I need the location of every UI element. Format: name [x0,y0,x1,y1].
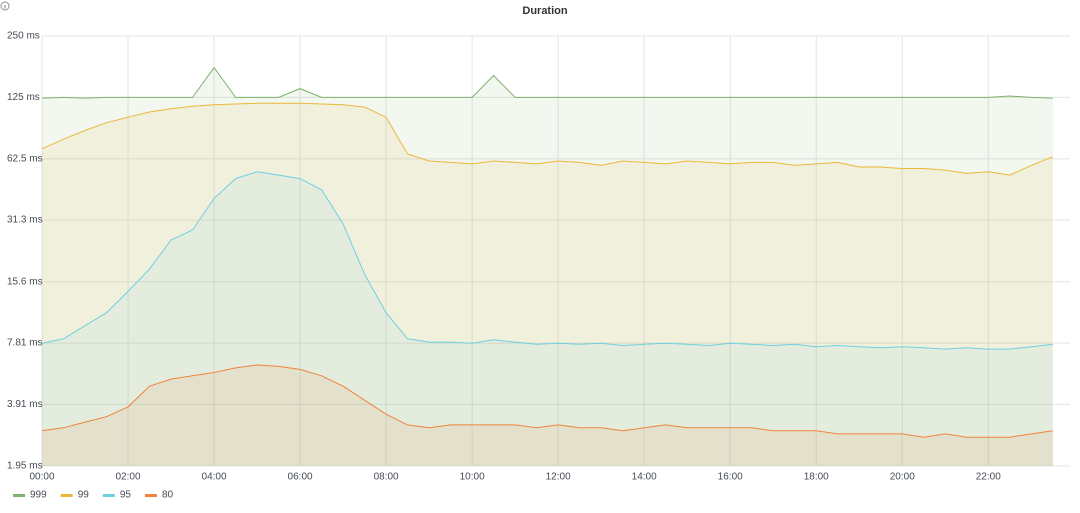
legend-swatch [13,494,25,497]
x-tick-label: 20:00 [890,472,915,483]
x-tick-label: 02:00 [116,472,141,483]
legend-label: 99 [78,490,90,501]
y-tick-label: 15.6 ms [7,276,43,287]
y-tick-label: 125 ms [7,92,40,103]
x-tick-label: 04:00 [202,472,227,483]
legend-item[interactable]: 80 [144,490,174,501]
plot [41,66,1053,467]
x-tick-label: 18:00 [804,472,829,483]
y-tick-label: 250 ms [7,31,40,42]
legend-swatch [102,494,115,497]
chart-title: Duration [522,5,568,17]
info-icon-circle [0,1,10,11]
legend-swatch [60,494,73,497]
y-tick-label: 31.3 ms [7,215,43,226]
x-tick-label: 12:00 [546,472,571,483]
series-area [42,67,1053,466]
series-area [42,103,1053,467]
legend: 999 99 95 80 [13,490,173,501]
legend-label: 999 [30,490,47,501]
legend-label: 80 [162,490,174,501]
info-icon[interactable] [0,1,10,11]
series-line [41,66,1053,99]
legend-item[interactable]: 95 [102,490,132,501]
series-line [41,171,1053,350]
x-tick-label: 00:00 [29,472,54,483]
y-tick-label: 7.81 ms [7,338,43,349]
x-tick-label: 08:00 [374,472,399,483]
x-tick-label: 10:00 [460,472,485,483]
x-tick-label: 16:00 [718,472,743,483]
x-tick-label: 14:00 [632,472,657,483]
grid [41,35,1070,467]
series-line [41,364,1053,438]
legend-swatch [144,494,157,497]
legend-item[interactable]: 999 [13,490,47,501]
y-tick-label: 1.95 ms [7,461,43,472]
series-line [41,102,1053,176]
x-tick-label: 06:00 [288,472,313,483]
x-tick-label: 22:00 [976,472,1001,483]
series-area [42,365,1053,466]
y-tick-label: 62.5 ms [7,153,43,164]
legend-label: 95 [120,490,132,501]
legend-item[interactable]: 99 [60,490,90,501]
y-tick-label: 3.91 ms [7,399,43,410]
series-area [42,171,1053,467]
